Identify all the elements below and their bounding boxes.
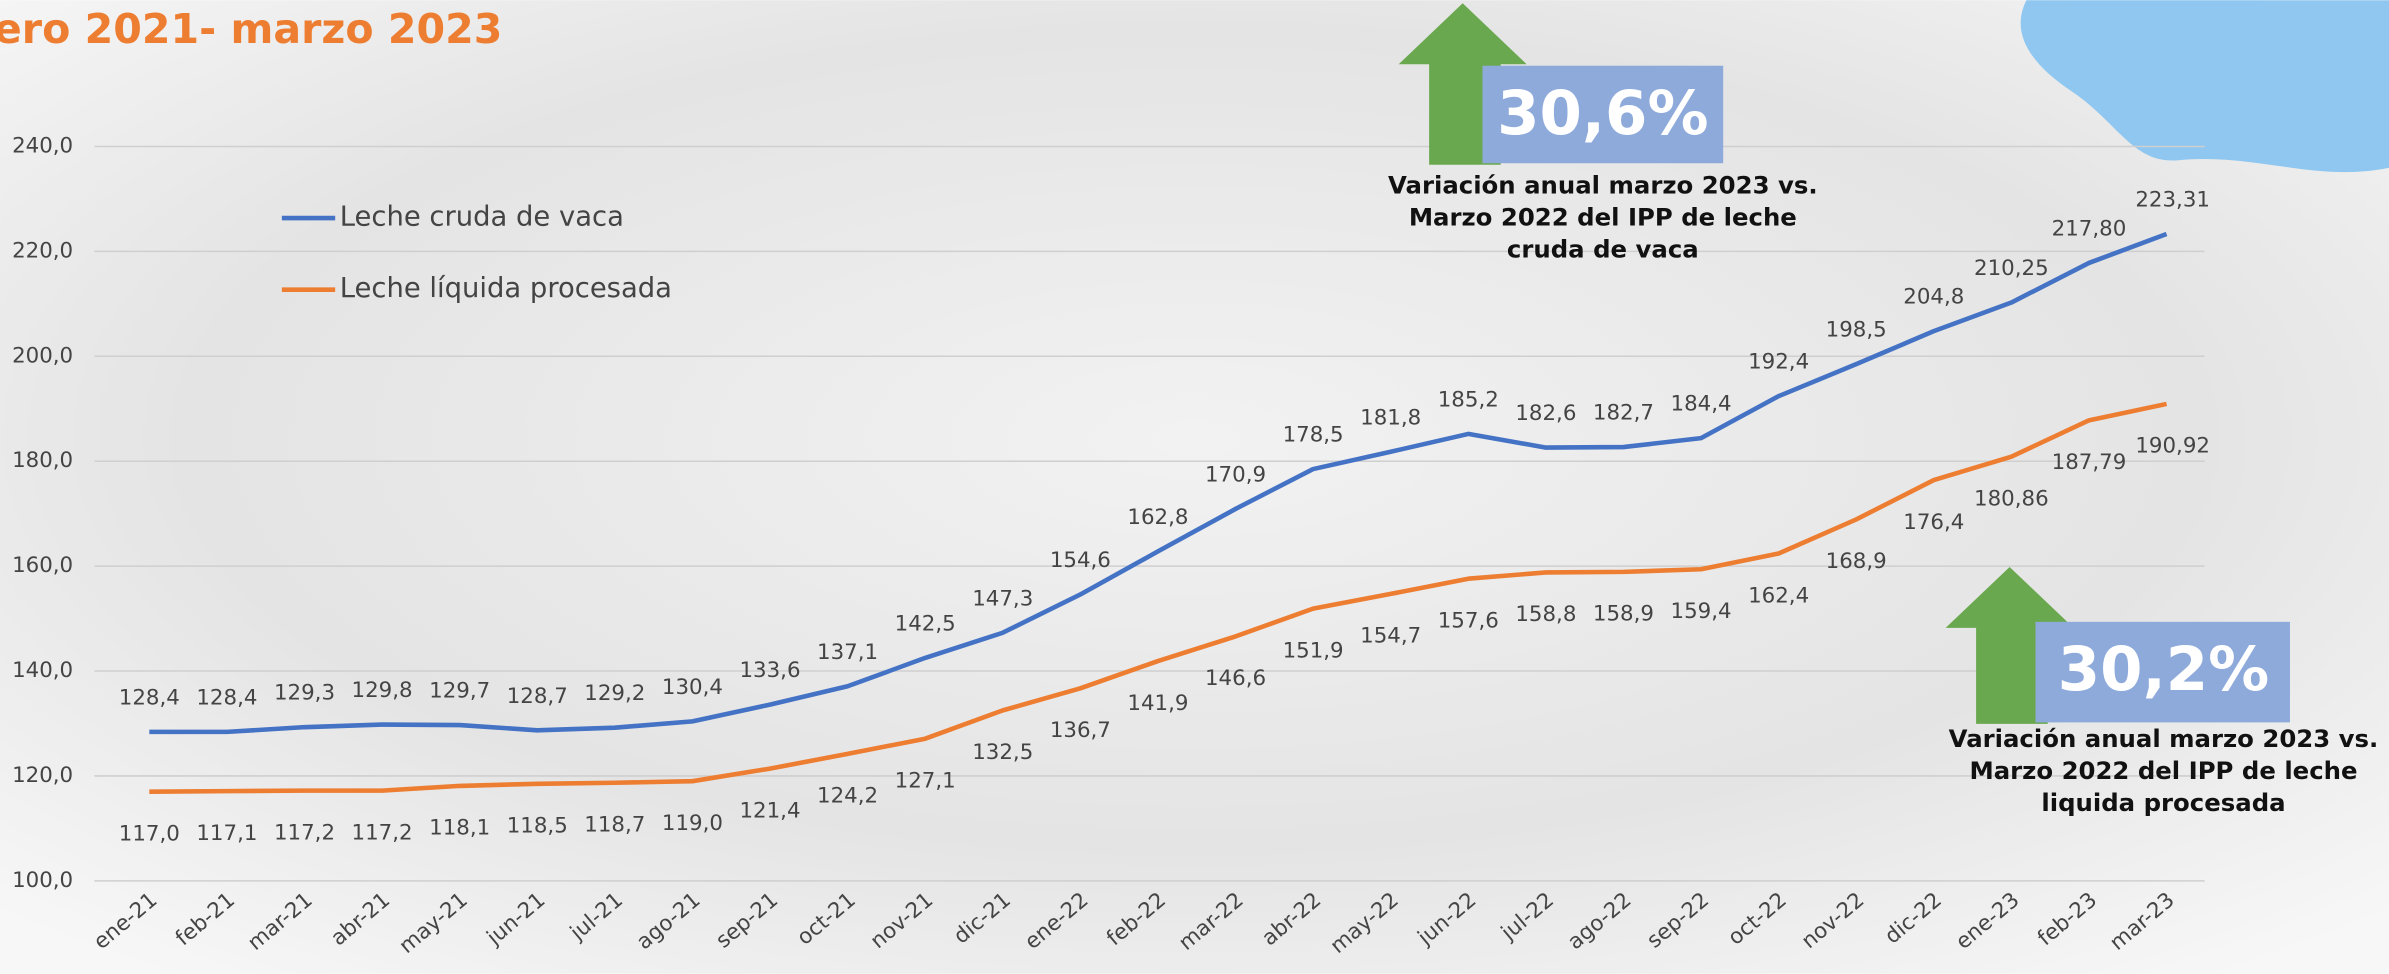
line <box>149 401 2168 794</box>
y-tick-label: 100,0 <box>12 868 73 893</box>
data-label: 162,8 <box>1127 505 1188 530</box>
note-line: Variación anual marzo 2023 vs. <box>1949 724 2379 753</box>
series: 117,0 117,1 117,2 117,2 118,1 118,5 118,7 119,0… <box>119 273 2210 846</box>
data-label: 129,3 <box>274 681 335 706</box>
data-label: 147,3 <box>972 586 1033 611</box>
chart-title: ero 2021- marzo 2023 <box>0 5 502 53</box>
data-label: 128,7 <box>507 684 568 709</box>
data-label: 128,4 <box>196 685 257 710</box>
data-label: 117,2 <box>274 820 335 845</box>
percent: 30,2% <box>2058 634 2269 705</box>
data-label: 178,5 <box>1283 423 1344 448</box>
data-label: 133,6 <box>739 658 800 683</box>
data-label: 158,9 <box>1593 602 1654 627</box>
percent-box <box>1482 65 1724 164</box>
note-line: Marzo 2022 del IPP de leche <box>1969 756 2357 785</box>
percent-box <box>2035 621 2290 723</box>
data-label: 129,8 <box>352 678 413 703</box>
data-label: 176,4 <box>1903 510 1964 535</box>
data-label: 182,6 <box>1515 401 1576 426</box>
data-label: 190,92 <box>2135 434 2210 459</box>
data-label: 210,25 <box>1974 256 2049 281</box>
data-label: 117,2 <box>352 820 413 845</box>
note-line: cruda de vaca <box>1507 235 1699 264</box>
data-label: 192,4 <box>1748 350 1809 375</box>
data-label: 158,8 <box>1515 602 1576 627</box>
y-tick-label: 200,0 <box>12 343 73 368</box>
data-label: 223,31 <box>2135 188 2210 213</box>
y-tick-label: 140,0 <box>12 658 73 683</box>
line <box>149 231 2168 735</box>
y-tick-label: 160,0 <box>12 553 73 578</box>
data-label: 154,6 <box>1050 548 1111 573</box>
data-label: 136,7 <box>1050 718 1111 743</box>
data-label: 118,7 <box>584 813 645 838</box>
data-label: 182,7 <box>1593 401 1654 426</box>
data-label: 217,80 <box>2052 217 2127 242</box>
data-label: 132,5 <box>972 740 1033 765</box>
y-tick-label: 220,0 <box>12 238 73 263</box>
series: 128,4 128,4 129,3 129,8 129,7 128,7 129,2 130,4… <box>119 188 2210 735</box>
data-label: 129,2 <box>584 681 645 706</box>
data-label: 204,8 <box>1903 285 1964 310</box>
legend-label: Leche líquida procesada <box>340 273 672 304</box>
data-label: 168,9 <box>1826 549 1887 574</box>
percent: 30,6% <box>1497 78 1708 149</box>
data-label: 142,5 <box>895 611 956 636</box>
data-label: 129,7 <box>429 679 490 704</box>
data-label: 187,79 <box>2052 450 2127 475</box>
data-label: 184,4 <box>1671 392 1732 417</box>
data-label: 124,2 <box>817 784 878 809</box>
y-tick-label: 180,0 <box>12 448 73 473</box>
data-label: 170,9 <box>1205 463 1266 488</box>
data-label: 146,6 <box>1205 666 1266 691</box>
data-label: 121,4 <box>739 798 800 823</box>
note-line: Marzo 2022 del IPP de leche <box>1409 203 1797 232</box>
data-label: 119,0 <box>662 811 723 836</box>
data-label: 157,6 <box>1438 608 1499 633</box>
data-label: 137,1 <box>817 640 878 665</box>
data-label: 159,4 <box>1671 599 1732 624</box>
data-label: 198,5 <box>1826 318 1887 343</box>
data-label: 127,1 <box>895 768 956 793</box>
data-label: 154,7 <box>1360 624 1421 649</box>
data-label: 117,0 <box>119 821 180 846</box>
y-tick-label: 120,0 <box>12 763 73 788</box>
data-label: 185,2 <box>1438 388 1499 413</box>
data-label: 180,86 <box>1974 486 2049 511</box>
data-label: 118,5 <box>507 814 568 839</box>
annotation-2: 30,2% Variación anual marzo 2023 vs. Mar… <box>1945 566 2379 817</box>
data-label: 181,8 <box>1360 405 1421 430</box>
data-label: 141,9 <box>1127 691 1188 716</box>
annotation-1: 30,6% Variación anual marzo 2023 vs. Mar… <box>1388 3 1818 264</box>
data-label: 151,9 <box>1283 638 1344 663</box>
data-label: 162,4 <box>1748 583 1809 608</box>
data-label: 128,4 <box>119 685 180 710</box>
note-line: liquida procesada <box>2041 788 2285 817</box>
data-label: 117,1 <box>196 821 257 846</box>
decor-blob <box>2020 0 2389 173</box>
y-tick-label: 240,0 <box>12 133 73 158</box>
note-line: Variación anual marzo 2023 vs. <box>1388 171 1818 200</box>
data-label: 118,1 <box>429 816 490 841</box>
data-label: 130,4 <box>662 675 723 700</box>
legend-label: Leche cruda de vaca <box>340 202 624 233</box>
